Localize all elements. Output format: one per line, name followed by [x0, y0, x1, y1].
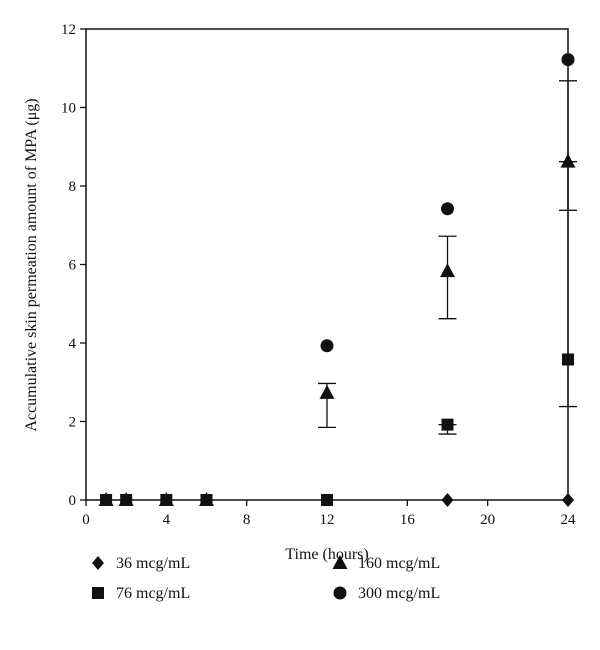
y-tick-label: 4	[69, 336, 77, 352]
x-tick-label: 8	[243, 512, 251, 528]
triangle-point	[440, 263, 455, 278]
legend-square-icon	[92, 587, 104, 599]
data-points	[98, 53, 576, 507]
legend-label: 36 mcg/mL	[116, 555, 190, 572]
y-tick-label: 2	[69, 415, 77, 431]
y-tick-label: 10	[61, 101, 76, 117]
legend: 36 mcg/mL 76 mcg/mL 160 mcg/mL 300 mcg/mL	[92, 555, 440, 602]
x-tick-label: 0	[82, 512, 90, 528]
x-tick-label: 4	[163, 512, 171, 528]
square-point	[562, 353, 574, 366]
circle-point	[320, 339, 334, 353]
square-point	[441, 418, 454, 431]
legend-label: 76 mcg/mL	[116, 585, 190, 602]
triangle-point	[199, 492, 214, 506]
circle-point	[561, 53, 575, 67]
legend-diamond-icon	[92, 556, 104, 570]
y-tick-label: 12	[61, 22, 76, 38]
x-axis-title: Time (hours)	[285, 546, 368, 563]
x-tick-label: 16	[400, 512, 416, 528]
triangle-point	[98, 492, 114, 506]
square-point	[321, 494, 333, 506]
x-tick-label: 12	[320, 512, 335, 528]
y-tick-label: 6	[69, 258, 77, 274]
x-tick-label: 24	[561, 512, 577, 528]
x-tick-label: 20	[480, 512, 495, 528]
diamond-point	[441, 493, 454, 507]
diamond-point	[562, 493, 574, 507]
legend-label: 300 mcg/mL	[358, 585, 440, 602]
y-tick-label: 8	[69, 179, 77, 195]
triangle-point	[319, 384, 335, 399]
triangle-point	[158, 492, 174, 506]
error-bars	[318, 80, 577, 435]
legend-circle-icon	[333, 586, 347, 600]
y-axis-title: Accumulative skin permeation amount of M…	[23, 98, 40, 431]
legend-triangle-icon	[332, 555, 348, 569]
triangle-point	[560, 153, 576, 168]
plot-frame	[85, 28, 569, 501]
y-tick-label: 0	[69, 493, 77, 509]
legend-label: 160 mcg/mL	[358, 555, 440, 572]
triangle-point	[118, 492, 134, 506]
circle-point	[441, 202, 454, 216]
